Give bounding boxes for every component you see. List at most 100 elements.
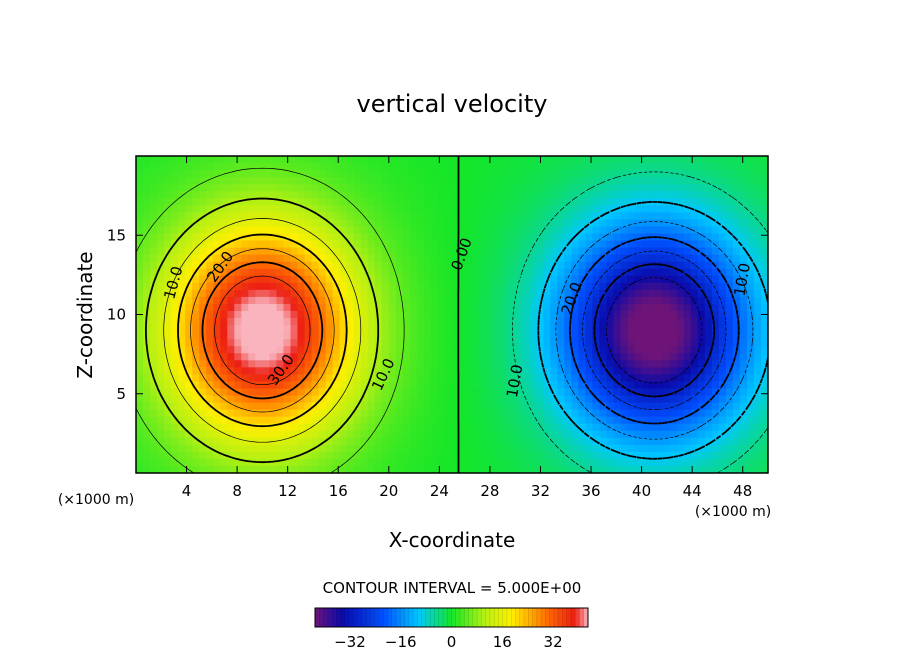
- field-cell: [452, 353, 460, 361]
- field-cell: [304, 156, 313, 164]
- field-cell: [690, 360, 699, 368]
- field-cell: [444, 156, 453, 164]
- field-cell: [599, 282, 608, 291]
- field-cell: [494, 367, 502, 375]
- field-cell: [241, 451, 249, 460]
- field-cell: [452, 430, 460, 439]
- field-cell: [311, 395, 320, 404]
- field-cell: [466, 402, 474, 411]
- field-cell: [304, 296, 313, 305]
- field-cell: [711, 409, 720, 418]
- colorbar-segment: [549, 608, 555, 627]
- field-cell: [346, 430, 355, 439]
- field-cell: [157, 416, 165, 425]
- field-cell: [318, 374, 327, 383]
- field-cell: [346, 233, 355, 242]
- field-cell: [711, 191, 720, 199]
- field-cell: [367, 339, 376, 347]
- field-cell: [423, 346, 432, 354]
- field-cell: [718, 374, 727, 383]
- field-cell: [690, 346, 699, 354]
- field-cell: [374, 395, 383, 404]
- field-cell: [641, 360, 650, 368]
- field-cell: [718, 282, 727, 291]
- field-cell: [620, 416, 629, 425]
- field-cell: [487, 212, 495, 220]
- field-cell: [690, 212, 699, 220]
- field-cell: [311, 275, 320, 284]
- field-cell: [669, 353, 678, 361]
- field-cell: [760, 268, 768, 277]
- field-cell: [522, 437, 530, 446]
- field-cell: [452, 381, 460, 390]
- field-cell: [466, 395, 474, 404]
- colorbar-segment: [575, 608, 580, 627]
- field-cell: [381, 437, 390, 446]
- field-cell: [606, 156, 615, 164]
- field-cell: [606, 451, 615, 460]
- field-cell: [150, 240, 158, 249]
- field-cell: [332, 219, 341, 228]
- field-cell: [578, 198, 587, 206]
- field-cell: [178, 254, 186, 263]
- field-cell: [508, 282, 516, 291]
- field-cell: [746, 367, 755, 375]
- field-cell: [473, 360, 481, 368]
- field-cell: [416, 388, 425, 397]
- field-cell: [459, 233, 467, 242]
- field-cell: [276, 409, 285, 418]
- field-cell: [655, 219, 664, 228]
- field-cell: [557, 430, 565, 439]
- field-cell: [501, 177, 509, 185]
- field-cell: [697, 170, 706, 178]
- field-cell: [381, 395, 390, 404]
- field-cell: [515, 381, 523, 390]
- field-cell: [304, 219, 313, 228]
- field-cell: [697, 240, 706, 249]
- field-cell: [199, 219, 207, 228]
- field-cell: [437, 261, 446, 270]
- field-cell: [760, 205, 768, 213]
- field-cell: [536, 423, 544, 432]
- field-cell: [739, 360, 748, 368]
- field-cell: [613, 233, 622, 242]
- field-cell: [459, 184, 467, 192]
- field-cell: [620, 423, 629, 432]
- field-cell: [157, 198, 165, 206]
- field-cell: [760, 458, 768, 467]
- field-cell: [388, 339, 397, 347]
- field-cell: [480, 395, 488, 404]
- field-cell: [466, 346, 474, 354]
- field-cell: [234, 465, 242, 473]
- field-cell: [508, 163, 516, 171]
- field-cell: [185, 303, 193, 312]
- field-cell: [374, 437, 383, 446]
- colorbar-segment: [528, 608, 534, 627]
- field-cell: [599, 310, 608, 319]
- field-cell: [311, 163, 320, 171]
- field-cell: [578, 310, 587, 319]
- field-cell: [276, 254, 285, 263]
- field-cell: [634, 268, 643, 277]
- field-cell: [192, 465, 200, 473]
- field-cell: [550, 458, 558, 467]
- contour-label: 10.0: [503, 363, 527, 399]
- field-cell: [529, 423, 537, 432]
- field-cell: [753, 303, 762, 312]
- field-cell: [423, 303, 432, 312]
- field-cell: [669, 296, 678, 305]
- field-cell: [529, 360, 537, 368]
- field-cell: [304, 353, 313, 361]
- field-cell: [416, 423, 425, 432]
- field-cell: [711, 219, 720, 228]
- field-cell: [641, 177, 650, 185]
- field-cell: [311, 233, 320, 242]
- field-cell: [529, 451, 537, 460]
- field-cell: [711, 163, 720, 171]
- field-cell: [564, 205, 572, 213]
- field-cell: [739, 458, 748, 467]
- field-cell: [606, 254, 615, 263]
- field-cell: [269, 205, 278, 213]
- field-cell: [346, 458, 355, 467]
- field-cell: [669, 177, 678, 185]
